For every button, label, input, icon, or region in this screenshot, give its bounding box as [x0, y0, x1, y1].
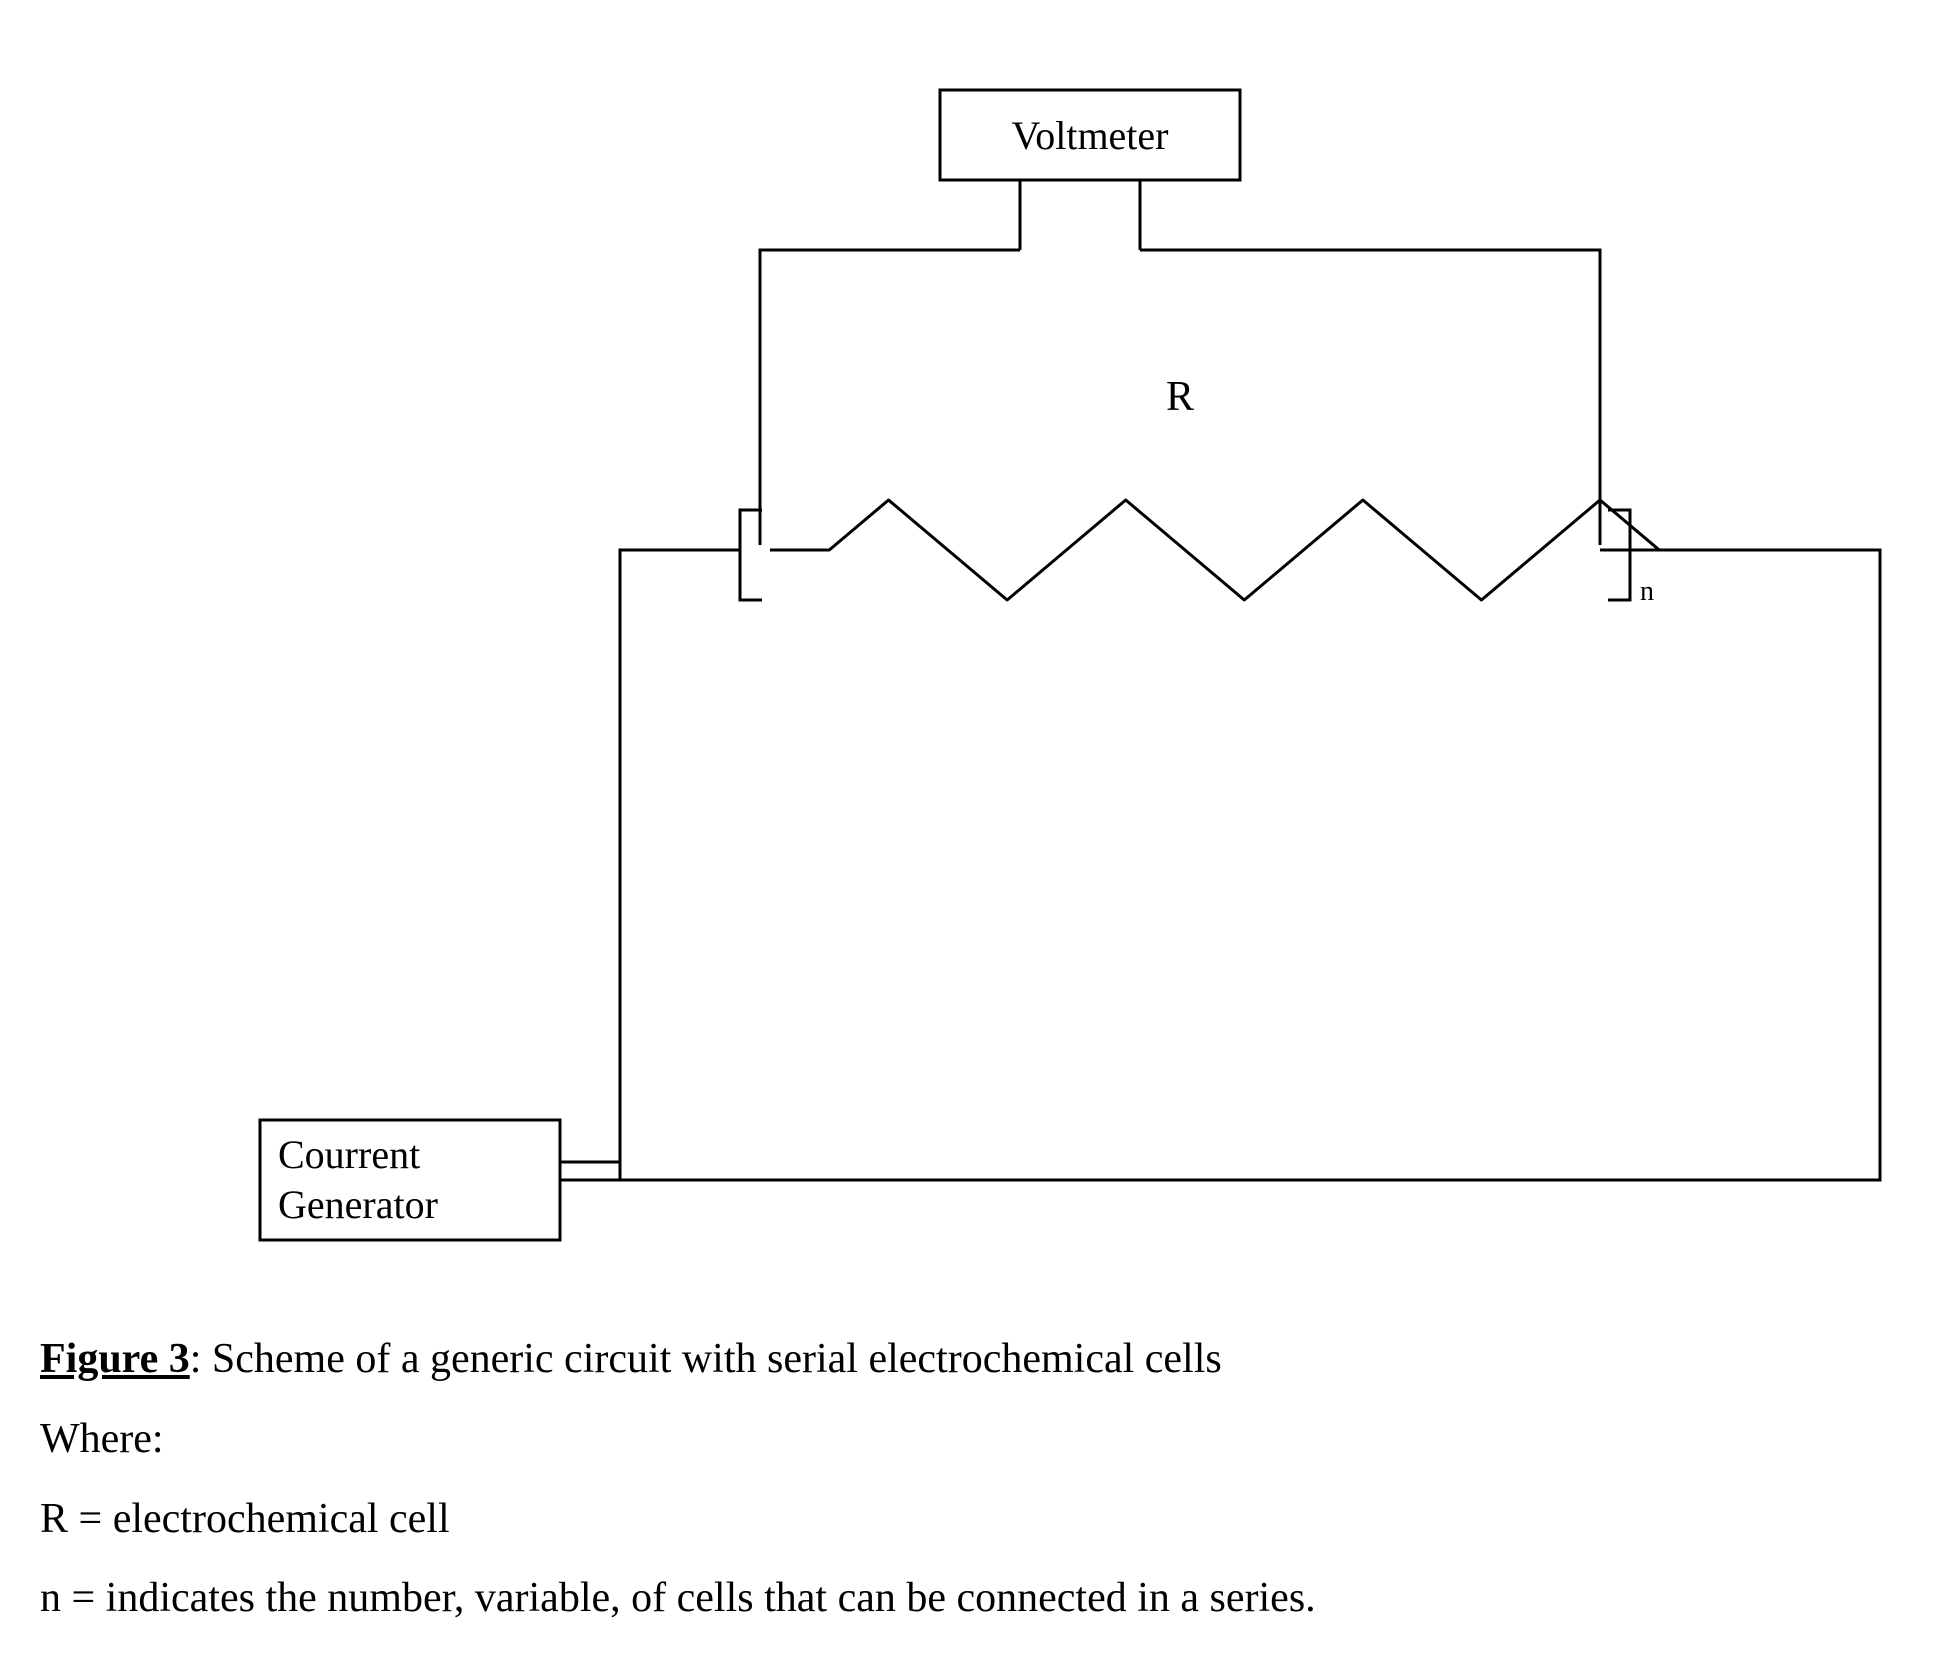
current-generator-label-2: Generator — [278, 1182, 438, 1227]
main-wire-left — [620, 550, 740, 1180]
resistor-zigzag — [770, 500, 1659, 600]
circuit-diagram: Voltmeter Rn Courrent Generator — [40, 40, 1894, 1290]
where-label: Where: — [40, 1400, 1820, 1480]
n-label: n — [1640, 576, 1654, 607]
hidden2 — [560, 1180, 620, 1210]
figure-number: Figure 3 — [40, 1336, 190, 1382]
r-definition: R = electrochemical cell — [40, 1480, 1820, 1560]
circuit-diagram-container: Voltmeter Rn Courrent Generator Figure 3: S… — [40, 40, 1894, 1616]
voltmeter-label: Voltmeter — [1011, 113, 1168, 158]
figure-caption: Figure 3: Scheme of a generic circuit wi… — [40, 1320, 1820, 1639]
figure-title: : Scheme of a generic circuit with seria… — [190, 1336, 1222, 1382]
current-generator-label-1: Courrent — [278, 1132, 420, 1177]
voltmeter-wire-right — [1140, 250, 1600, 545]
main-wire-right-bottom — [620, 550, 1880, 1180]
n-definition: n = indicates the number, variable, of c… — [40, 1559, 1820, 1639]
resistor-label: R — [1166, 374, 1194, 420]
